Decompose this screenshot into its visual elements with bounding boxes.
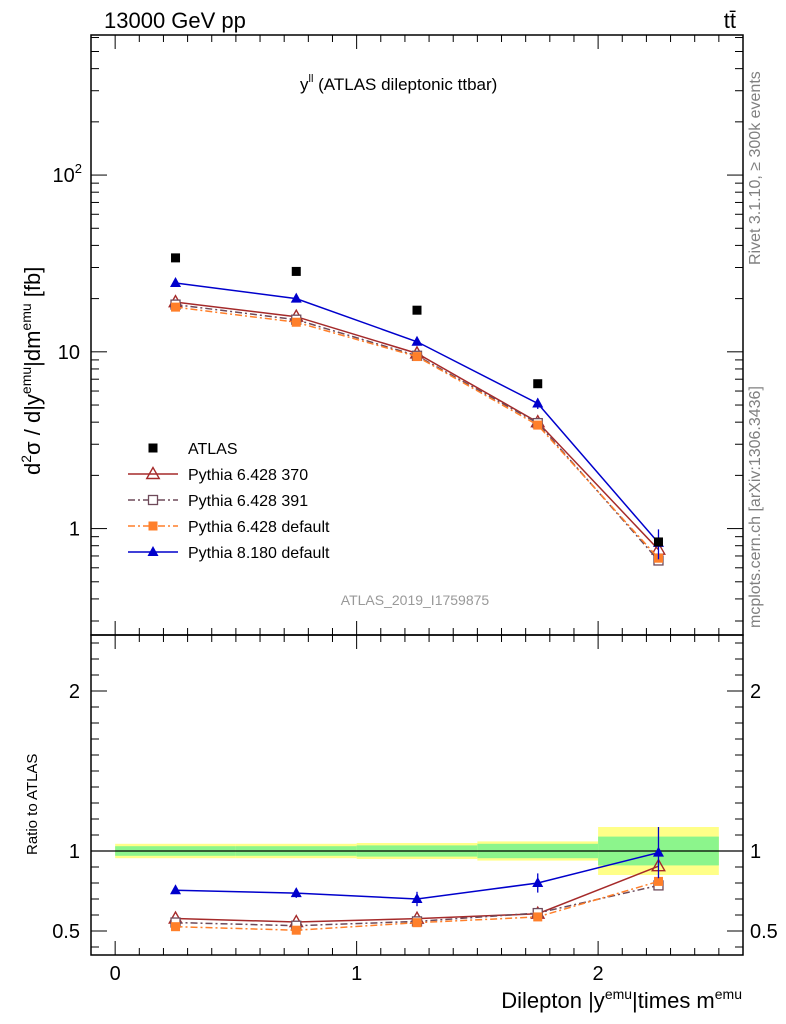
axis-ticks: 0 1 2 1 10 102 0.5 0.5 1 1 2 2 [52, 35, 778, 985]
energy-label: 13000 GeV pp [104, 8, 246, 33]
data-point [653, 537, 663, 547]
y-axis-title: d2σ / d|yemu|dmemu [fb] [18, 267, 45, 475]
legend-label: Pythia 8.180 default [188, 545, 330, 562]
ratio-point [411, 893, 423, 903]
ratio-plot-frame [90, 634, 744, 956]
ratio-point [171, 922, 181, 932]
legend: ATLAS Pythia 6.428 370 Pythia 6.428 391 Pyt… [128, 441, 330, 562]
legend-label: Pythia 6.428 391 [188, 493, 308, 510]
data-point [412, 305, 422, 315]
legend-label: Pythia 6.428 default [188, 519, 330, 536]
ratio-point [291, 925, 301, 935]
data-point [171, 253, 181, 263]
data-point [412, 352, 422, 362]
legend-label: Pythia 6.428 370 [188, 467, 308, 484]
data-point [171, 302, 181, 312]
ratio-tick-label-right: 1 [750, 841, 761, 863]
data-point [532, 397, 544, 408]
ratio-point [532, 877, 544, 887]
ratio-point [412, 918, 422, 928]
ratio-point [533, 912, 543, 922]
legend-marker [147, 494, 159, 506]
x-tick-label: 1 [351, 963, 362, 985]
y-tick-label: 10 [58, 342, 80, 364]
rivet-label: Rivet 3.1.10, ≥ 300k events [747, 71, 764, 265]
ratio-tick-label-left: 0.5 [52, 921, 80, 943]
data-point [533, 379, 543, 389]
x-axis-title: Dilepton |yemu|times memu [501, 986, 742, 1013]
x-tick-label: 2 [593, 963, 604, 985]
uncertainty-band [91, 827, 743, 875]
ratio-tick-label-left: 1 [69, 841, 80, 863]
ratio-point [653, 876, 663, 886]
legend-marker [148, 443, 158, 453]
analysis-tag: ATLAS_2019_I1759875 [341, 592, 490, 608]
ratio-tick-label-right: 0.5 [750, 921, 778, 943]
series-line [175, 306, 660, 559]
ratio-tick-label-right: 2 [750, 681, 761, 703]
legend-label: ATLAS [188, 441, 238, 458]
legend-marker [145, 466, 161, 480]
legend-marker [148, 521, 158, 531]
data-point [533, 420, 543, 430]
ratio-point [170, 884, 182, 895]
data-series [168, 253, 666, 566]
ratio-tick-label-left: 2 [69, 681, 80, 703]
ratio-point [290, 887, 302, 898]
process-label: tt̄ [724, 8, 736, 33]
data-point [290, 292, 302, 303]
y-tick-label: 1 [69, 519, 80, 541]
plot-title: yll (ATLAS dileptonic ttbar) [300, 73, 497, 94]
y-tick-label: 102 [53, 161, 82, 187]
data-point [411, 335, 423, 346]
x-tick-label: 0 [110, 963, 121, 985]
data-point [291, 266, 301, 276]
data-point [170, 277, 182, 288]
ratio-axis-title: Ratio to ATLAS [24, 754, 41, 855]
ratio-point [652, 846, 664, 857]
legend-marker [147, 546, 159, 556]
source-label: mcplots.cern.ch [arXiv:1306.3436] [747, 386, 764, 628]
data-point [291, 317, 301, 327]
ratio-series [168, 827, 666, 935]
